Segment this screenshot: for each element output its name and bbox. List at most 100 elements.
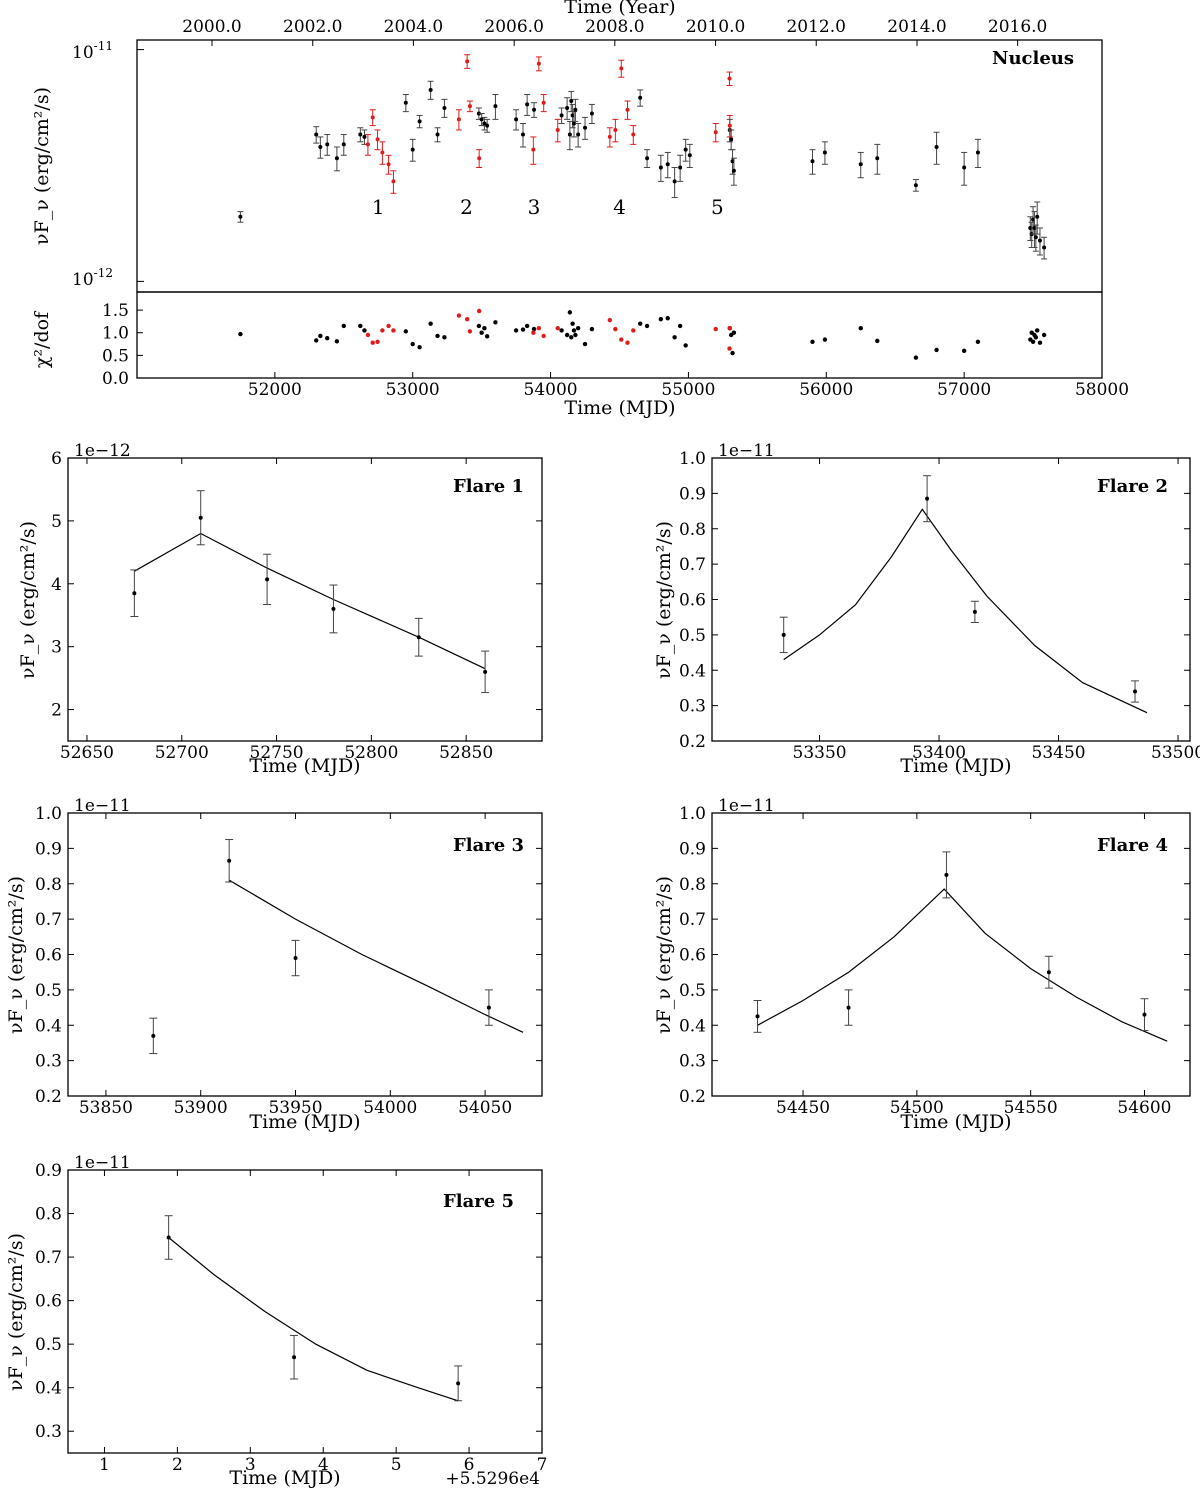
f2-ytick-label-5: 0.7 [679, 555, 706, 575]
nucleus-point-black-32 [588, 103, 595, 124]
f5-point-2-marker [456, 1381, 461, 1386]
nucleus-data-points [237, 54, 1048, 260]
nucleus-point-red-10 [530, 136, 537, 165]
chi2-point-black-13 [442, 335, 447, 340]
flare-5-offset: 1e−11 [74, 1153, 131, 1173]
f3-xtick-label-4: 54050 [458, 1098, 512, 1118]
nucleus-point-black-58-marker [1035, 214, 1040, 219]
f5-point-2 [454, 1365, 463, 1402]
f2-ytick-label-4: 0.6 [679, 591, 706, 611]
nucleus-point-red-21 [726, 114, 733, 138]
nucleus-point-red-14-marker [607, 134, 612, 139]
f5-ytick-label-6: 0.9 [35, 1161, 62, 1181]
chi2-xtick-label-2: 54000 [524, 380, 578, 400]
f1-point-2 [263, 553, 272, 606]
nucleus-point-black-24 [564, 97, 571, 120]
flare-4-title: Flare 4 [1097, 835, 1168, 856]
chi2-point-black-22 [531, 326, 537, 332]
f2-xtick-label-1: 53400 [912, 743, 966, 763]
nucleus-point-red-7 [464, 54, 471, 69]
chi2-point-black-34 [644, 323, 650, 329]
f5-point-0-marker [166, 1235, 171, 1240]
nucleus-ylabel: νF_ν (erg/cm²/s) [31, 87, 53, 245]
chi2-point-black-32 [589, 326, 595, 332]
f3-xtick-label-1: 53900 [174, 1098, 228, 1118]
flare-4-panel: 1e−11 Flare 4 Time (MJD) νF_ν (erg/cm²/s… [653, 796, 1191, 1133]
chi2-point-black-42 [730, 350, 735, 356]
top-tick-label-7: 2014.0 [887, 17, 946, 37]
nucleus-point-black-46 [821, 141, 828, 165]
f5-xtick-label-4: 5 [391, 1455, 402, 1475]
chi2-point-black-30 [575, 326, 581, 331]
f2-ytick-label-3: 0.5 [679, 626, 706, 646]
ytick-low: 10-12 [72, 266, 113, 290]
nucleus-point-black-13 [441, 98, 448, 118]
nucleus-point-black-58 [1034, 201, 1041, 235]
nucleus-point-black-33 [637, 89, 644, 107]
nucleus-point-black-4-marker [334, 156, 339, 161]
f1-ytick-label-3: 5 [51, 512, 62, 532]
f4-point-0 [753, 999, 762, 1033]
nucleus-point-black-29-marker [573, 107, 578, 112]
chi2-point-black-18 [493, 320, 498, 325]
nucleus-point-red-19 [712, 122, 719, 143]
nucleus-point-black-6-marker [358, 132, 363, 137]
chi2-point-red-18 [631, 328, 636, 333]
flare-2-frame [711, 457, 1191, 742]
f4-point-1 [844, 989, 853, 1026]
nucleus-point-black-10-marker [417, 119, 422, 124]
nucleus-point-red-0-marker [365, 142, 370, 147]
f3-ytick-label-5: 0.7 [35, 910, 62, 930]
f5-xtick-label-3: 4 [318, 1455, 329, 1475]
chi2-point-black-16 [482, 326, 487, 331]
nucleus-point-black-26 [568, 90, 575, 113]
chi2-point-black-29 [573, 332, 578, 338]
flare-number-4: 4 [613, 195, 626, 219]
f1-ytick-label-1: 3 [51, 638, 62, 658]
chi2-point-black-2 [318, 333, 323, 339]
nucleus-point-black-16 [481, 116, 488, 131]
f3-point-1 [225, 839, 234, 883]
nucleus-point-red-17-marker [625, 107, 630, 112]
nucleus-frame [136, 39, 1103, 293]
f2-ytick-label-0: 0.2 [679, 732, 706, 752]
chi2-panel: χ²/dof Time (MJD) 52000 53000 54000 55000 56… [31, 291, 1129, 419]
chi2-point-black-38 [677, 323, 683, 329]
chi2-axes: 52000 53000 54000 55000 56000 57000 58000 0.0 0.… [102, 301, 1129, 400]
nucleus-point-black-49 [912, 179, 919, 192]
f3-ytick-label-3: 0.5 [35, 981, 62, 1001]
f2-point-0 [779, 616, 788, 654]
f3-ytick-label-0: 0.2 [35, 1087, 62, 1107]
nucleus-point-black-2-marker [318, 145, 323, 150]
nucleus-point-black-11-marker [428, 87, 433, 92]
nucleus-point-red-18 [630, 125, 637, 145]
f2-ytick-label-1: 0.3 [679, 697, 706, 717]
nucleus-point-black-9-marker [410, 147, 415, 152]
f4-point-4-marker [1142, 1012, 1147, 1017]
nucleus-point-black-18-marker [493, 104, 498, 109]
f3-point-2 [291, 939, 300, 977]
f2-point-1-marker [925, 496, 930, 501]
chi2-xtick-label-4: 56000 [799, 380, 853, 400]
nucleus-point-black-22-marker [532, 107, 537, 112]
nucleus-point-black-5-marker [341, 142, 346, 147]
f4-xtick-label-1: 54500 [890, 1098, 944, 1118]
chi2-point-black-14 [476, 323, 482, 329]
flare-2-data [779, 475, 1148, 714]
f5-ytick-label-3: 0.6 [35, 1292, 62, 1312]
nucleus-point-red-9-marker [477, 156, 482, 161]
chi2-point-black-9 [410, 341, 415, 347]
f1-point-3-marker [331, 606, 336, 611]
nucleus-point-black-47 [857, 151, 864, 179]
nucleus-point-black-35-marker [658, 165, 663, 170]
chi2-point-red-15 [613, 326, 618, 332]
nucleus-point-black-17-marker [485, 123, 490, 128]
flare-1-axes: 52650 52700 52750 52800 52850 2 3 4 5 6 [51, 449, 542, 763]
nucleus-point-black-13-marker [442, 105, 447, 110]
nucleus-point-black-7-marker [362, 134, 367, 139]
nucleus-point-red-4-marker [386, 162, 391, 167]
nucleus-point-black-38-marker [678, 165, 683, 170]
f3-point-0-marker [151, 1033, 156, 1038]
chi2-ytick-label-3: 1.5 [102, 301, 129, 321]
chi2-point-black-33 [637, 321, 643, 326]
